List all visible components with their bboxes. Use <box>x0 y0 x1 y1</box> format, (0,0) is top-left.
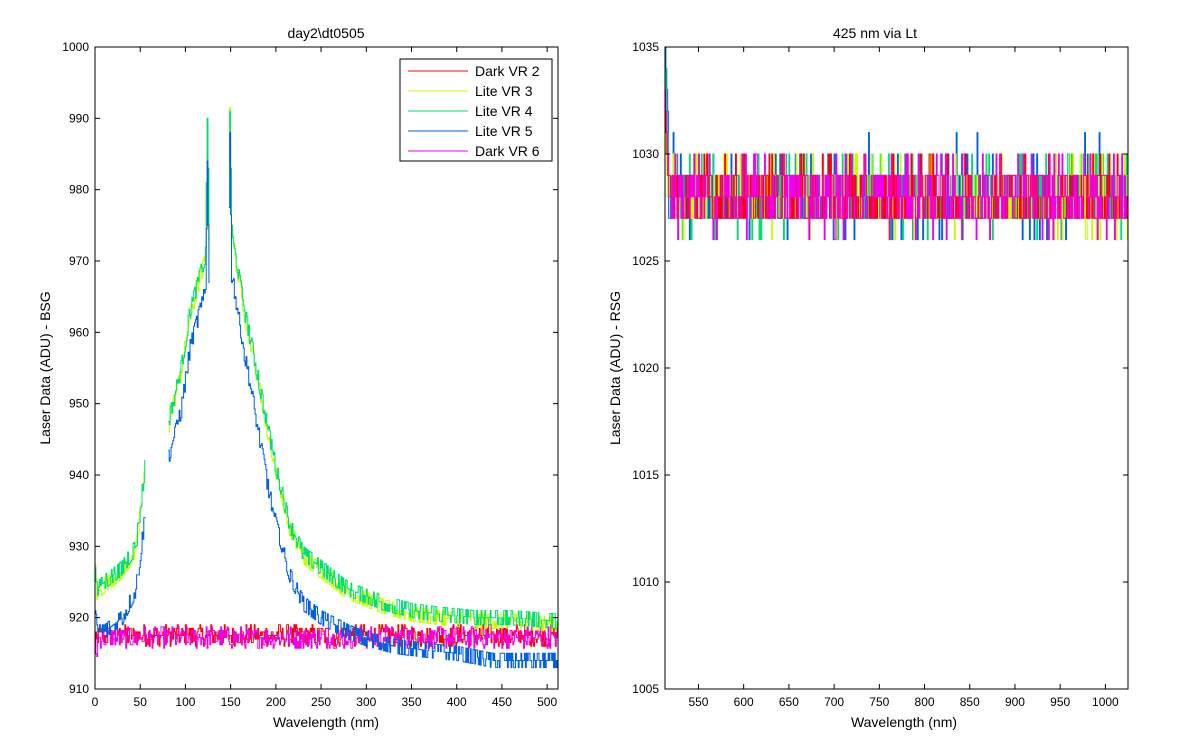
series-line-lite-vr-3 <box>95 107 558 633</box>
left-xtick-label: 50 <box>134 695 148 709</box>
left-ytick-label: 980 <box>69 183 89 197</box>
legend-label: Dark VR 6 <box>475 143 540 159</box>
left-xtick-label: 450 <box>492 695 512 709</box>
left-xtick-label: 500 <box>537 695 557 709</box>
left-ylabel: Laser Data (ADU) - BSG <box>37 291 53 444</box>
right-xtick-label: 600 <box>734 695 754 709</box>
legend-box <box>399 58 553 162</box>
panel-left: day2\dt0505 0 50 100 150 200 250 300 350 400 450 5… <box>37 25 559 730</box>
legend-label: Dark VR 2 <box>475 63 540 79</box>
right-ytick-label: 1015 <box>632 468 659 482</box>
left-xtick-label: 100 <box>175 695 195 709</box>
right-xtick-label: 950 <box>1050 695 1070 709</box>
right-xtick-label: 850 <box>960 695 980 709</box>
right-ytick-label: 1030 <box>632 147 659 161</box>
series-line-lite-vr-5 <box>95 132 558 669</box>
right-xtick-label: 650 <box>779 695 799 709</box>
right-ytick-label: 1025 <box>632 254 659 268</box>
series-line-dark-vr-6 <box>665 89 1128 241</box>
left-xtick-label: 350 <box>401 695 421 709</box>
right-xtick-label: 1000 <box>1092 695 1119 709</box>
left-xlabel: Wavelength (nm) <box>273 714 379 730</box>
left-ticks: 0 50 100 150 200 250 300 350 400 450 500 910 920 930 9… <box>62 40 558 709</box>
right-ytick-label: 1010 <box>632 575 659 589</box>
right-xtick-label: 750 <box>869 695 889 709</box>
left-xtick-label: 300 <box>356 695 376 709</box>
left-ytick-label: 920 <box>69 611 89 625</box>
legend: Dark VR 2 Lite VR 3 Lite VR 4 Lite VR 5 Dark… <box>399 58 553 162</box>
right-xlabel: Wavelength (nm) <box>851 714 957 730</box>
panel-right: 425 nm via Lt 550 600 650 700 750 800 850 900 95… <box>607 25 1129 730</box>
series-line-dark-vr-6 <box>95 626 558 657</box>
left-title: day2\dt0505 <box>287 25 364 41</box>
left-ytick-label: 990 <box>69 111 89 125</box>
right-xtick-label: 700 <box>824 695 844 709</box>
left-ytick-label: 950 <box>69 397 89 411</box>
right-xtick-label: 900 <box>1005 695 1025 709</box>
left-ytick-label: 970 <box>69 254 89 268</box>
legend-label: Lite VR 3 <box>475 83 533 99</box>
left-xtick-label: 0 <box>92 695 99 709</box>
right-ytick-label: 1005 <box>632 682 659 696</box>
series-line-lite-vr-4 <box>95 110 558 629</box>
right-ticks: 550 600 650 700 750 800 850 900 950 1000 1005 1010 1… <box>632 40 1128 709</box>
left-plot-area <box>95 107 558 669</box>
left-ytick-label: 1000 <box>62 40 89 54</box>
left-xtick-label: 400 <box>447 695 467 709</box>
left-ytick-label: 960 <box>69 325 89 339</box>
left-ytick-label: 930 <box>69 539 89 553</box>
left-axes-box <box>94 46 559 690</box>
legend-label: Lite VR 5 <box>475 123 533 139</box>
right-ytick-label: 1020 <box>632 361 659 375</box>
right-ylabel: Laser Data (ADU) - RSG <box>607 291 623 445</box>
right-ytick-label: 1035 <box>632 40 659 54</box>
right-xtick-label: 800 <box>915 695 935 709</box>
legend-entries: Dark VR 2 Lite VR 3 Lite VR 4 Lite VR 5 Dark… <box>408 63 540 159</box>
right-axes-box <box>664 46 1129 690</box>
left-ytick-label: 910 <box>69 682 89 696</box>
left-xtick-label: 150 <box>221 695 241 709</box>
legend-label: Lite VR 4 <box>475 103 533 119</box>
left-xtick-label: 200 <box>266 695 286 709</box>
left-ytick-label: 940 <box>69 468 89 482</box>
left-xtick-label: 250 <box>311 695 331 709</box>
right-plot-area <box>665 47 1128 241</box>
right-xtick-label: 550 <box>688 695 708 709</box>
right-title: 425 nm via Lt <box>833 25 917 41</box>
